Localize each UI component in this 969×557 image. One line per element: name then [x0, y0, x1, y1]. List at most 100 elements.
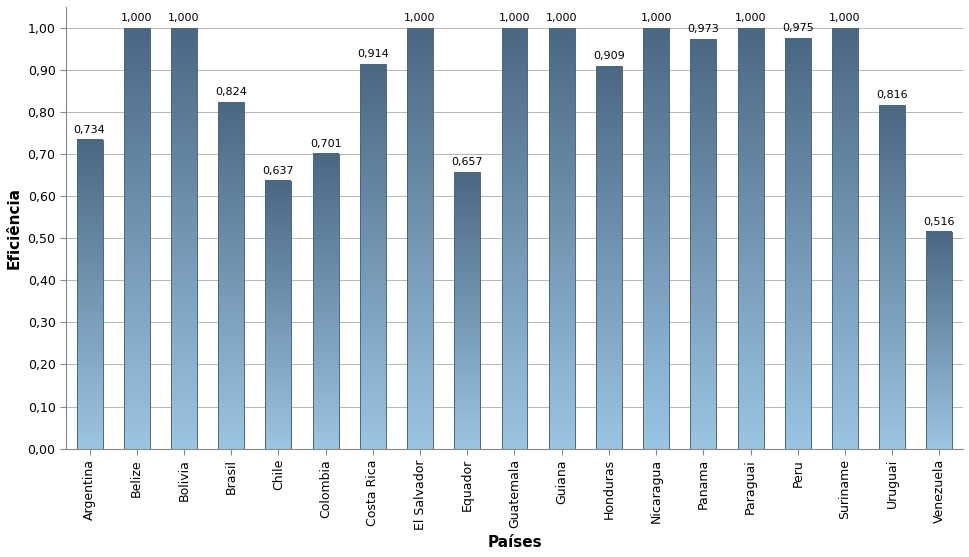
Bar — [548, 324, 574, 326]
Bar — [925, 365, 952, 366]
Bar — [218, 410, 244, 412]
Bar — [925, 340, 952, 341]
Bar — [501, 366, 527, 369]
Bar — [878, 225, 904, 227]
Bar — [831, 30, 858, 32]
Bar — [736, 431, 763, 434]
Bar — [171, 114, 197, 116]
Bar — [878, 152, 904, 153]
Bar — [642, 148, 669, 150]
Bar — [690, 440, 715, 442]
Bar — [359, 356, 386, 358]
Bar — [124, 30, 149, 32]
Bar — [548, 438, 574, 440]
Bar — [831, 395, 858, 398]
Bar — [784, 315, 810, 317]
Bar — [925, 353, 952, 354]
Bar — [548, 273, 574, 276]
Bar — [77, 150, 103, 152]
Bar — [642, 34, 669, 36]
Bar — [548, 45, 574, 47]
Bar — [218, 353, 244, 355]
Bar — [784, 128, 810, 131]
Bar — [266, 369, 291, 371]
Bar — [124, 124, 149, 127]
Bar — [595, 284, 621, 286]
Bar — [878, 115, 904, 118]
Bar — [501, 314, 527, 316]
Bar — [925, 291, 952, 292]
Bar — [77, 441, 103, 442]
Bar — [690, 198, 715, 201]
Bar — [784, 282, 810, 285]
Bar — [312, 168, 338, 170]
Bar — [736, 330, 763, 333]
Bar — [736, 36, 763, 38]
Bar — [218, 421, 244, 423]
Bar — [77, 334, 103, 336]
Bar — [878, 317, 904, 320]
Bar — [501, 65, 527, 68]
Bar — [642, 116, 669, 119]
Bar — [784, 417, 810, 420]
Bar — [359, 204, 386, 207]
Bar — [548, 290, 574, 293]
Bar — [736, 46, 763, 49]
Bar — [124, 129, 149, 131]
Bar — [407, 303, 432, 306]
Bar — [501, 307, 527, 310]
Bar — [548, 246, 574, 249]
Bar — [736, 402, 763, 404]
Bar — [218, 263, 244, 265]
Bar — [171, 108, 197, 110]
Bar — [218, 443, 244, 445]
Bar — [266, 266, 291, 268]
Bar — [831, 65, 858, 68]
Bar — [878, 141, 904, 143]
Bar — [359, 270, 386, 272]
Bar — [878, 144, 904, 146]
Bar — [124, 267, 149, 270]
Bar — [453, 292, 480, 294]
Bar — [595, 146, 621, 149]
Bar — [736, 233, 763, 236]
Bar — [736, 259, 763, 261]
Bar — [407, 116, 432, 119]
Bar — [501, 80, 527, 82]
Bar — [501, 383, 527, 385]
Bar — [925, 405, 952, 406]
Bar — [642, 59, 669, 62]
Bar — [266, 285, 291, 286]
Bar — [407, 213, 432, 215]
Bar — [501, 392, 527, 394]
Bar — [690, 413, 715, 416]
Bar — [736, 322, 763, 325]
Bar — [642, 103, 669, 106]
Bar — [312, 224, 338, 226]
Bar — [359, 387, 386, 389]
Bar — [690, 368, 715, 371]
Bar — [501, 120, 527, 123]
Bar — [501, 318, 527, 320]
Bar — [77, 382, 103, 384]
Bar — [690, 86, 715, 89]
Bar — [266, 409, 291, 411]
Bar — [925, 387, 952, 389]
Bar — [407, 162, 432, 165]
Bar — [642, 118, 669, 120]
Bar — [878, 260, 904, 262]
Bar — [736, 32, 763, 35]
Bar — [642, 387, 669, 390]
Bar — [595, 309, 621, 311]
Bar — [595, 96, 621, 99]
Bar — [642, 126, 669, 129]
Bar — [501, 202, 527, 204]
Bar — [642, 160, 669, 163]
Bar — [690, 67, 715, 70]
Bar — [548, 284, 574, 287]
Bar — [642, 406, 669, 409]
Bar — [690, 248, 715, 250]
Bar — [501, 158, 527, 160]
Bar — [453, 262, 480, 263]
Bar — [359, 87, 386, 89]
